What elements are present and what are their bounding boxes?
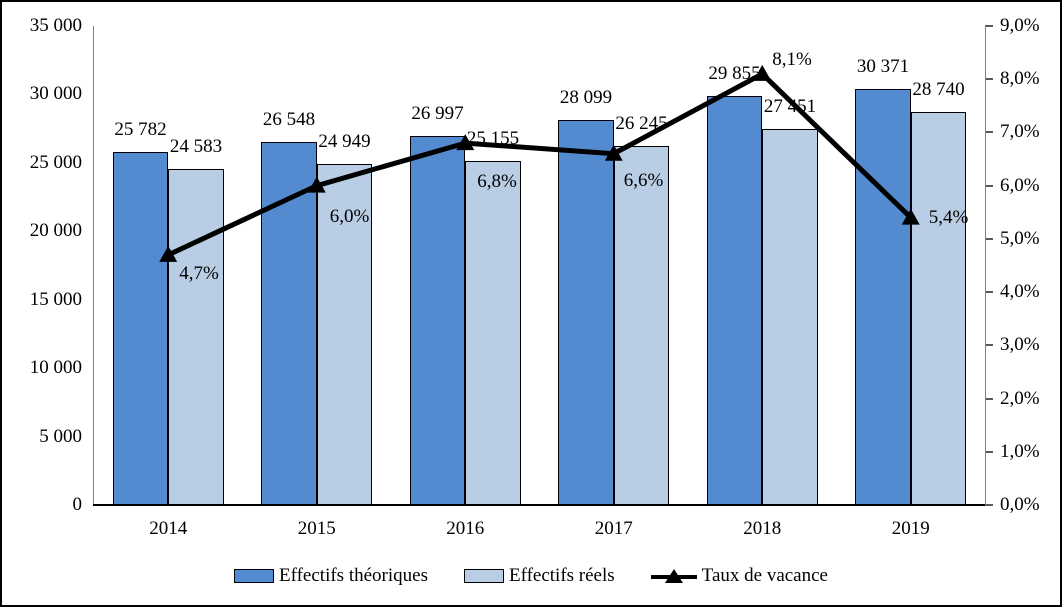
right-axis-tick-mark (985, 131, 993, 134)
right-axis-tick-mark (985, 78, 993, 81)
left-axis-tick-label: 20 000 (29, 220, 82, 242)
legend-item-effectifs-reels-label: Effectifs réels (508, 565, 615, 586)
bar-effectifs-reels (762, 129, 818, 505)
left-axis-tick-label: 5 000 (39, 425, 82, 447)
right-axis-tick-mark (985, 237, 993, 240)
bar-value-label: 29 855 (708, 63, 761, 85)
right-axis-tick-mark (985, 184, 993, 187)
bar-effectifs-reels (465, 160, 521, 505)
bar-effectifs-theoriques (558, 120, 614, 505)
right-axis-tick-label: 6,0% (1000, 174, 1040, 196)
left-axis-tick-label: 35 000 (29, 15, 82, 36)
left-axis-tick-label: 30 000 (29, 83, 82, 105)
bar-effectifs-theoriques (261, 141, 317, 505)
legend-item-effectifs-theoriques: Effectifs théoriques (234, 566, 428, 586)
bar-value-label: 24 583 (169, 135, 223, 157)
right-axis-tick-label: 7,0% (1000, 121, 1040, 143)
bar-value-label: 27 451 (763, 96, 817, 118)
legend-item-effectifs-theoriques-label: Effectifs théoriques (279, 565, 428, 586)
x-axis-year-label: 2017 (594, 518, 633, 539)
x-axis-year-label: 2015 (297, 518, 336, 539)
vacancy-point-label: 4,7% (179, 262, 219, 284)
legend-swatch-reels (463, 569, 504, 583)
bar-value-label: 26 548 (262, 108, 316, 130)
bar-effectifs-theoriques (855, 89, 911, 505)
bar-effectifs-theoriques (112, 152, 169, 505)
x-axis-year-label: 2016 (446, 518, 485, 539)
legend-swatch-theoriques (234, 569, 275, 583)
left-axis-line (93, 26, 94, 505)
bar-value-label: 30 371 (856, 56, 910, 78)
right-axis-tick-label: 1,0% (1000, 440, 1040, 462)
bar-value-label: 25 782 (114, 119, 167, 141)
right-axis-tick-label: 0,0% (1000, 494, 1040, 515)
bar-effectifs-reels (910, 111, 967, 505)
bar-effectifs-reels (168, 168, 224, 505)
right-axis-tick-mark (985, 291, 993, 294)
right-axis-tick-label: 8,0% (1000, 68, 1040, 90)
x-axis-year-label: 2014 (149, 518, 188, 539)
bar-value-label: 26 997 (411, 102, 464, 124)
bar-value-label: 28 099 (559, 87, 613, 109)
right-axis-tick-mark (985, 504, 993, 506)
left-axis-tick-label: 0 (72, 494, 83, 515)
right-axis-tick-mark (985, 25, 993, 27)
vacancy-point-label: 5,4% (928, 206, 969, 228)
left-axis-tick-label: 25 000 (29, 151, 82, 173)
x-axis-year-label: 2019 (891, 518, 930, 539)
right-axis-line (985, 26, 986, 505)
legend-line-sample (650, 569, 697, 583)
right-axis-tick-mark (985, 397, 993, 400)
left-axis-tick-label: 10 000 (29, 357, 82, 379)
right-axis-tick-label: 4,0% (1000, 281, 1040, 303)
legend-item-taux-de-vacance-label: Taux de vacance (701, 565, 828, 586)
vacancy-point-label: 8,1% (772, 48, 812, 70)
right-axis-tick-label: 2,0% (1000, 387, 1040, 409)
bar-value-label: 26 245 (615, 112, 668, 134)
vacancy-point-label: 6,8% (477, 171, 517, 193)
bar-effectifs-reels (613, 145, 670, 505)
vacancy-point-label: 6,6% (623, 169, 664, 191)
bar-effectifs-theoriques (706, 96, 763, 505)
left-axis-tick-label: 15 000 (29, 288, 82, 310)
triangle-marker-icon (664, 569, 683, 583)
legend: Effectifs théoriques Effectifs réels Taux … (2, 566, 1060, 586)
legend-item-effectifs-reels: Effectifs réels (463, 565, 615, 586)
bar-value-label: 25 155 (466, 127, 520, 149)
vacancy-point-label: 6,0% (329, 205, 370, 227)
right-axis-tick-mark (985, 344, 993, 347)
bottom-axis-line (93, 504, 985, 506)
right-axis-tick-label: 9,0% (1000, 15, 1040, 36)
right-axis-tick-label: 3,0% (1000, 334, 1040, 356)
right-axis-tick-label: 5,0% (1000, 227, 1040, 249)
x-axis-year-label: 2018 (743, 518, 782, 539)
bar-effectifs-theoriques (409, 135, 466, 505)
right-axis-tick-mark (985, 450, 993, 453)
bar-value-label: 24 949 (318, 130, 371, 152)
legend-item-taux-de-vacance: Taux de vacance (650, 565, 828, 586)
bar-value-label: 28 740 (912, 78, 965, 100)
